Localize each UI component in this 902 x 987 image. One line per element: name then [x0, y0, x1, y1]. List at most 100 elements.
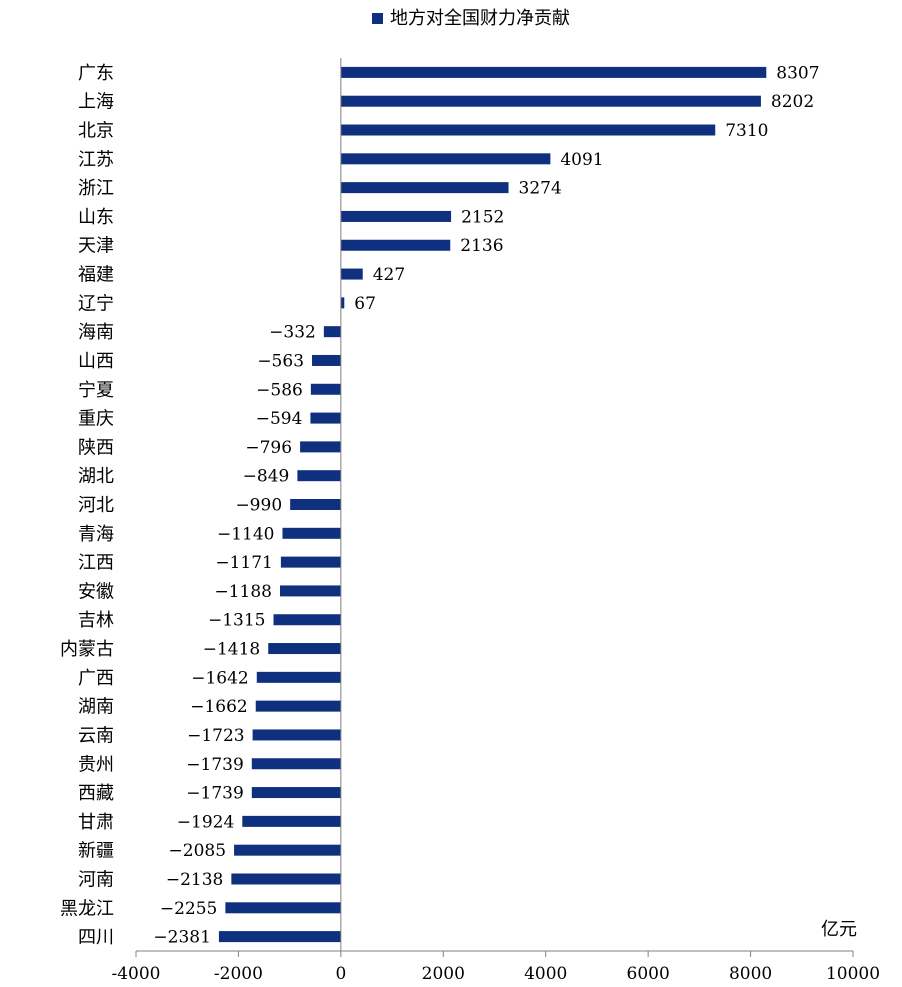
value-axis-tick-label: -4000	[111, 964, 160, 984]
bar-福建	[340, 268, 363, 280]
value-label: −332	[269, 323, 316, 343]
bar-贵州	[251, 758, 341, 770]
value-label: −1171	[215, 553, 273, 573]
bar-山东	[340, 210, 452, 222]
bar-河南	[231, 873, 341, 885]
bar-青海	[282, 527, 341, 539]
legend-swatch	[372, 13, 383, 24]
category-label: 西藏	[78, 783, 114, 804]
bar-甘肃	[242, 815, 341, 827]
value-label: −2381	[153, 928, 211, 948]
axes: -4000 -2000 0 2000 4000 6000 8000 10000	[111, 58, 880, 984]
value-label: −1140	[217, 524, 275, 544]
value-label: −1315	[208, 611, 266, 631]
category-label: 青海	[78, 524, 114, 545]
value-axis-tick-label: 4000	[524, 964, 567, 984]
category-labels: 广东上海北京江苏浙江山东天津福建辽宁海南山西宁夏重庆陕西湖北河北青海江西安徽吉林…	[60, 63, 114, 948]
bar-重庆	[310, 412, 341, 424]
bar-天津	[340, 239, 451, 251]
bar-四川	[218, 931, 341, 943]
category-label: 江西	[78, 553, 114, 574]
bar-宁夏	[310, 383, 341, 395]
category-label: 陕西	[78, 437, 114, 458]
category-label: 新疆	[78, 841, 114, 862]
value-axis-tick-label: 2000	[422, 964, 465, 984]
bar-海南	[323, 326, 341, 338]
category-label: 河北	[78, 495, 114, 516]
category-label: 广东	[78, 63, 114, 84]
category-label: 贵州	[78, 754, 114, 775]
value-label: −1739	[186, 755, 244, 775]
value-label: −2085	[169, 841, 227, 861]
category-label: 天津	[78, 236, 114, 257]
bar-吉林	[273, 614, 341, 626]
category-label: 云南	[78, 725, 114, 746]
bar-北京	[340, 124, 716, 136]
bar-湖北	[297, 470, 341, 482]
category-label: 上海	[78, 92, 114, 113]
value-label: −1662	[190, 697, 248, 717]
value-label: 3274	[519, 179, 562, 199]
category-label: 山东	[78, 207, 114, 228]
value-label: 4091	[560, 150, 603, 170]
category-label: 浙江	[78, 178, 114, 199]
value-label: 7310	[725, 121, 768, 141]
category-label: 安徽	[78, 581, 114, 602]
value-label: −586	[256, 380, 303, 400]
bar-内蒙古	[268, 643, 341, 655]
category-label: 湖南	[78, 697, 114, 718]
unit-label: 亿元	[821, 919, 857, 940]
legend: 地方对全国财力净贡献	[372, 8, 570, 29]
category-label: 福建	[78, 265, 114, 286]
category-label: 吉林	[78, 610, 114, 631]
category-label: 甘肃	[78, 812, 114, 833]
bar-陕西	[300, 441, 341, 453]
category-label: 重庆	[78, 409, 114, 430]
value-label: 8202	[771, 92, 814, 112]
value-label: −849	[243, 467, 290, 487]
category-label: 海南	[78, 322, 114, 343]
category-label: 黑龙江	[60, 898, 114, 919]
value-axis-tick-label: 0	[335, 964, 346, 984]
value-label: −2138	[166, 870, 224, 890]
value-label: −2255	[160, 899, 218, 919]
value-label: −1739	[186, 784, 244, 804]
value-label: −1723	[187, 726, 245, 746]
category-label: 四川	[78, 927, 114, 948]
bar-广西	[256, 671, 341, 683]
category-label: 内蒙古	[60, 639, 114, 660]
value-label: −1188	[214, 582, 272, 602]
value-label: −1418	[203, 640, 261, 660]
bar-山西	[312, 354, 341, 366]
value-axis-tick-label: 8000	[729, 964, 772, 984]
bar-云南	[252, 729, 341, 741]
bar-江苏	[340, 153, 551, 165]
value-label: −1924	[177, 812, 235, 832]
value-axis-tick-label: -2000	[214, 964, 263, 984]
category-label: 湖北	[78, 466, 114, 487]
bar-辽宁	[340, 297, 345, 309]
category-label: 山西	[78, 351, 114, 372]
category-label: 辽宁	[78, 293, 114, 314]
bars-group	[218, 66, 767, 943]
value-axis-tick-label: 10000	[826, 964, 880, 984]
bar-浙江	[340, 182, 509, 194]
category-label: 北京	[78, 121, 114, 142]
bar-江西	[280, 556, 341, 568]
category-label: 江苏	[78, 149, 114, 170]
value-label: 67	[354, 294, 376, 314]
category-label: 广西	[78, 668, 114, 689]
value-axis-tick-label: 6000	[627, 964, 670, 984]
value-label: 427	[373, 265, 405, 285]
bar-黑龙江	[225, 902, 341, 914]
bar-安徽	[280, 585, 341, 597]
bar-西藏	[251, 787, 341, 799]
category-label: 宁夏	[78, 380, 114, 401]
value-label: 8307	[776, 63, 819, 83]
value-label: −796	[245, 438, 292, 458]
bar-河北	[290, 499, 341, 510]
category-label: 河南	[78, 869, 114, 890]
value-label: −990	[235, 496, 282, 516]
